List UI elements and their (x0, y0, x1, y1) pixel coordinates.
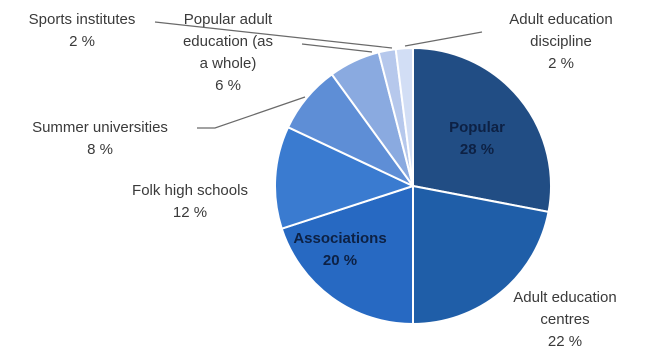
slice-label: Associations 20 % (293, 230, 386, 269)
leader-line (301, 43, 373, 53)
slice-label: Popular adult education (as a whole) 6 % (183, 11, 273, 94)
pie-slices (274, 46, 552, 326)
slice-label: Popular 28 % (449, 119, 505, 158)
slice-labels: Popular 28 % Adult education centres 22 % Ass… (29, 11, 617, 350)
leader-lines (154, 21, 483, 129)
leader-line (404, 31, 483, 47)
slice-label: Adult education discipline 2 % (509, 11, 612, 72)
leader-line (197, 96, 306, 129)
pie-slice (412, 184, 550, 326)
slice-label: Sports institutes 2 % (29, 11, 136, 50)
pie-slice (394, 46, 414, 187)
slice-label: Adult education centres 22 % (513, 289, 616, 350)
slice-label: Summer universities 8 % (32, 119, 168, 158)
leader-line (154, 21, 393, 49)
pie-slice (274, 125, 416, 230)
pie-slice (412, 46, 552, 214)
pie-slice (280, 184, 414, 326)
slice-label: Folk high schools 12 % (132, 182, 248, 221)
